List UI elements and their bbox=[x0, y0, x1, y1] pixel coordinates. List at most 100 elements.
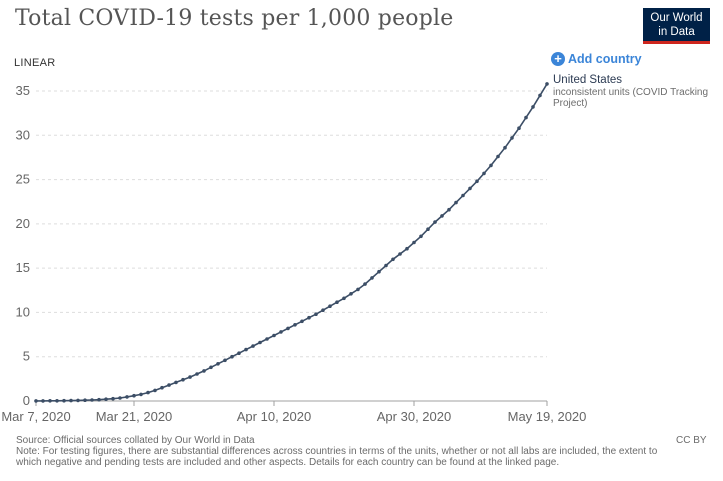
data-point bbox=[293, 323, 297, 327]
data-point bbox=[251, 344, 255, 348]
data-point bbox=[342, 296, 346, 301]
y-tick-label: 30 bbox=[16, 127, 30, 142]
data-point bbox=[503, 145, 507, 150]
scale-toggle[interactable]: LINEAR bbox=[14, 57, 56, 69]
data-point bbox=[104, 397, 108, 402]
data-point bbox=[174, 380, 178, 385]
data-point bbox=[398, 252, 402, 256]
line-chart: 0 5 10 15 20 25 30 35 Mar 7, 2020 Mar 21, 2020 Apr… bbox=[1, 82, 587, 424]
chart-title: Total COVID-19 tests per 1,000 people bbox=[15, 6, 454, 31]
data-point bbox=[181, 377, 185, 382]
data-point bbox=[447, 207, 451, 212]
y-tick-label: 35 bbox=[16, 83, 30, 98]
data-point bbox=[279, 330, 283, 334]
data-point bbox=[335, 300, 339, 305]
data-point bbox=[237, 351, 241, 356]
data-point bbox=[468, 186, 472, 191]
data-point bbox=[391, 257, 395, 262]
data-point bbox=[300, 319, 304, 324]
data-point bbox=[230, 354, 234, 359]
x-tick-label: Mar 21, 2020 bbox=[96, 409, 173, 424]
data-point bbox=[349, 292, 353, 296]
data-point bbox=[209, 365, 213, 370]
data-point bbox=[258, 340, 262, 345]
data-point bbox=[90, 398, 94, 402]
series-legend-label: United States inconsistent units (COVID … bbox=[553, 74, 713, 109]
data-point bbox=[370, 276, 374, 280]
series-line bbox=[36, 83, 548, 402]
x-tick-label: May 19, 2020 bbox=[508, 409, 587, 424]
data-point bbox=[34, 399, 38, 403]
data-point bbox=[153, 388, 157, 393]
data-point bbox=[83, 398, 87, 403]
data-point bbox=[405, 246, 409, 251]
data-point bbox=[517, 126, 521, 130]
data-point bbox=[62, 398, 66, 403]
data-point bbox=[272, 333, 276, 338]
series-note: inconsistent units (COVID Tracking Proje… bbox=[553, 87, 709, 109]
data-point bbox=[356, 287, 360, 292]
data-point bbox=[475, 179, 479, 184]
data-point bbox=[286, 326, 290, 331]
data-point bbox=[146, 390, 150, 395]
logo-line-1: Our World bbox=[650, 12, 703, 24]
data-point bbox=[111, 396, 115, 401]
y-tick-label: 10 bbox=[16, 304, 30, 319]
data-point bbox=[139, 392, 143, 397]
data-point bbox=[314, 312, 318, 317]
owid-logo[interactable]: Our World in Data bbox=[643, 8, 710, 44]
data-point bbox=[363, 282, 367, 286]
x-tick-label: Mar 7, 2020 bbox=[1, 409, 70, 424]
data-point bbox=[496, 154, 500, 159]
data-point bbox=[461, 193, 465, 198]
data-point bbox=[531, 105, 535, 109]
add-country-button[interactable]: + Add country bbox=[551, 52, 642, 66]
data-point bbox=[412, 240, 416, 245]
add-country-label: Add country bbox=[568, 52, 642, 66]
data-point bbox=[377, 269, 381, 274]
data-point bbox=[321, 308, 325, 313]
data-point bbox=[265, 337, 269, 341]
data-point bbox=[118, 396, 122, 400]
data-point bbox=[433, 220, 437, 224]
data-point bbox=[223, 358, 227, 363]
source-text: Source: Official sources collated by Our… bbox=[16, 435, 255, 446]
data-point bbox=[202, 369, 206, 373]
data-point bbox=[195, 372, 199, 376]
data-point bbox=[76, 398, 80, 403]
data-point bbox=[426, 227, 430, 231]
plus-circle-icon: + bbox=[551, 52, 565, 66]
y-tick-label: 5 bbox=[23, 349, 30, 364]
license-link[interactable]: CC BY bbox=[676, 435, 707, 446]
x-tick-label: Apr 10, 2020 bbox=[237, 409, 311, 424]
data-point bbox=[524, 115, 528, 120]
data-point bbox=[419, 234, 423, 239]
data-point bbox=[97, 397, 101, 402]
data-point bbox=[545, 82, 549, 86]
y-tick-label: 15 bbox=[16, 260, 30, 275]
data-point bbox=[160, 385, 164, 390]
data-point bbox=[41, 399, 45, 403]
data-point bbox=[489, 163, 493, 168]
logo-line-2: in Data bbox=[658, 26, 695, 38]
data-point bbox=[55, 399, 59, 403]
data-point bbox=[328, 304, 332, 309]
data-point bbox=[48, 399, 52, 403]
y-tick-label: 0 bbox=[23, 393, 30, 408]
data-point bbox=[510, 136, 514, 140]
data-point bbox=[132, 393, 136, 398]
data-point bbox=[482, 171, 486, 176]
data-point bbox=[384, 263, 388, 268]
data-point bbox=[69, 398, 73, 403]
data-point bbox=[538, 93, 542, 98]
data-point bbox=[216, 362, 220, 366]
data-point bbox=[244, 347, 248, 352]
chart-footer: Source: Official sources collated by Our… bbox=[16, 435, 676, 468]
data-point bbox=[167, 383, 171, 387]
data-point bbox=[440, 214, 444, 218]
x-tick-label: Apr 30, 2020 bbox=[377, 409, 451, 424]
note-text: Note: For testing figures, there are sub… bbox=[16, 446, 658, 468]
data-point bbox=[125, 395, 129, 399]
series-name: United States bbox=[553, 74, 623, 86]
data-point bbox=[307, 315, 311, 320]
